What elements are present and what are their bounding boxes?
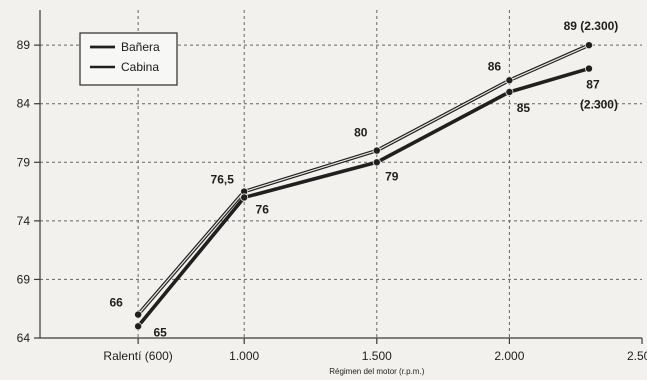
banera-data-label: 89 (2.300) [564,19,619,33]
banera-data-label: 80 [354,126,368,140]
series-layer [134,41,593,331]
cabina-data-label: 65 [153,325,167,339]
cabina-data-label: 85 [517,101,531,115]
cabina-annotation-label: (2.300) [580,98,618,112]
y-tick-label: 64 [17,331,31,345]
legend-box [79,32,178,86]
banera-point [584,41,593,50]
cabina-data-label: 79 [385,169,399,183]
cabina-point [134,322,143,331]
cabina-point [372,158,381,167]
banera-point [505,76,514,85]
y-tick-label: 89 [17,38,31,52]
banera-point [372,146,381,155]
cabina-point [584,64,593,73]
banera-data-label: 66 [109,296,123,310]
axes-layer: 64 69 74 79 84 89 Ralentí (600) 1.000 1.500 2.000… [17,10,647,376]
x-tick-label: 1.000 [229,349,259,363]
cabina-data-label: 76 [256,202,270,216]
legend-cabina-label: Cabina [121,60,159,74]
y-tick-label: 69 [17,272,31,286]
y-tick-label: 84 [17,97,31,111]
y-tick-label: 79 [17,155,31,169]
cabina-point [505,88,514,97]
labels-layer: 66 76,5 80 86 89 (2.300) 65 76 79 85 87 (2.300) [109,19,618,339]
cabina-point [240,193,249,202]
x-tick-label: 2.500 [627,349,647,363]
x-tick-label: 1.500 [362,349,392,363]
y-tick-label: 74 [17,214,31,228]
x-axis-label: Régimen del motor (r.p.m.) [329,367,424,376]
banera-point [134,310,143,319]
series-banera-line-inner [137,44,590,316]
cabina-data-label: 87 [586,78,600,92]
banera-data-label: 86 [488,59,502,73]
x-tick-label: Ralentí (600) [103,349,172,363]
banera-data-label: 76,5 [211,173,235,187]
legend: Bañera Cabina [79,32,178,86]
legend-banera-label: Bañera [121,40,160,54]
series-banera-line [136,43,591,317]
x-tick-label: 2.000 [494,349,524,363]
